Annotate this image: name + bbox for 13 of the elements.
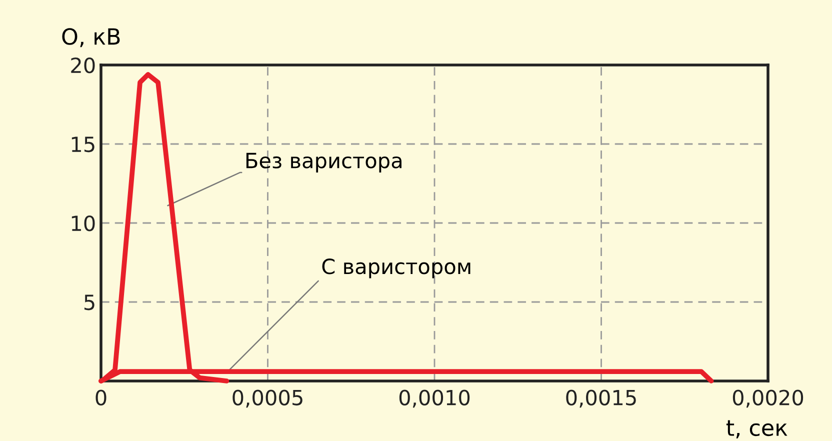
x-tick-label: 0,0010: [399, 390, 470, 408]
x-tick-label: 0: [96, 390, 106, 406]
y-tick-label: 10: [72, 215, 95, 232]
annotation: Без варистора: [246, 152, 402, 172]
y-axis-title: О, кВ: [62, 28, 120, 48]
x-tick-label: 0,0015: [566, 390, 636, 408]
annotation: С варистором: [322, 258, 470, 278]
x-axis-title: t, сек: [726, 420, 788, 438]
y-tick-label: 15: [72, 136, 94, 152]
y-tick-label: 5: [84, 294, 94, 310]
x-tick-label: 0,0020: [732, 390, 804, 408]
y-tick-label: 20: [71, 57, 95, 74]
x-tick-label: 0,0005: [232, 390, 302, 408]
